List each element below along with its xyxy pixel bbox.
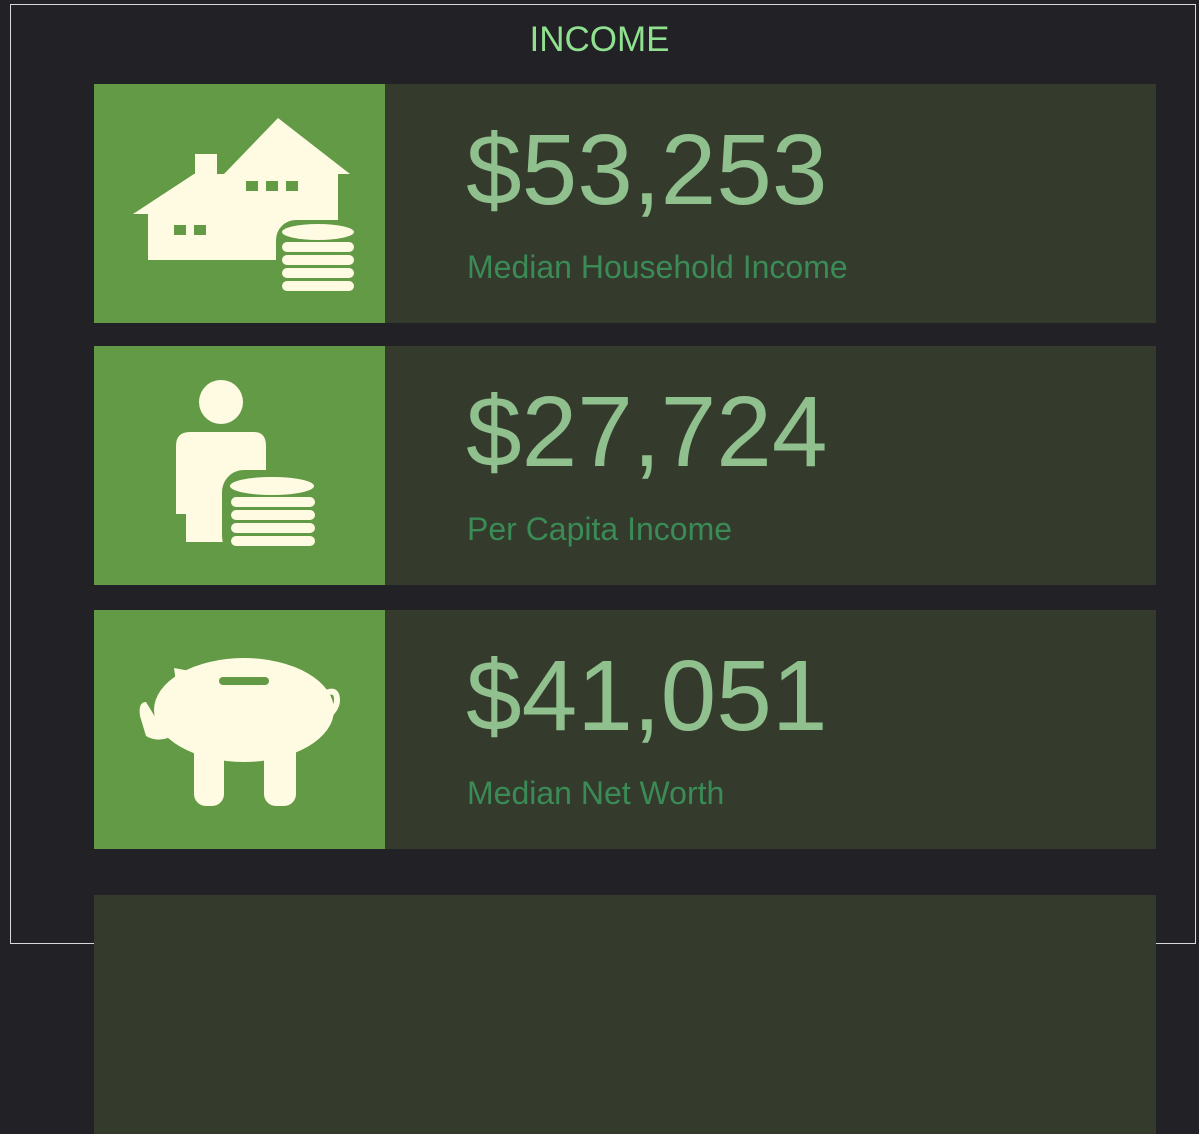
icon-box <box>94 84 385 323</box>
person-icon <box>176 380 320 558</box>
house-icon <box>133 118 358 300</box>
stat-value: $27,724 <box>466 376 828 488</box>
piggy-icon <box>139 658 341 806</box>
stat-card-empty <box>94 895 1156 1134</box>
stat-card: $53,253 Median Household Income <box>94 84 1156 323</box>
stat-label: Median Household Income <box>467 249 848 285</box>
icon-box <box>94 346 385 585</box>
page: {"title": "INCOME", "cards": [ {"value":… <box>10 4 1196 1134</box>
stat-label: Per Capita Income <box>467 511 733 547</box>
stat-label: Median Net Worth <box>467 775 725 811</box>
stat-value: $53,253 <box>466 114 828 226</box>
stat-card: $41,051 Median Net Worth <box>94 610 1156 849</box>
stat-card: $27,724 Per Capita Income <box>94 346 1156 585</box>
stat-value: $41,051 <box>466 640 828 752</box>
icon-box <box>94 610 385 849</box>
section-title: INCOME <box>529 20 670 59</box>
